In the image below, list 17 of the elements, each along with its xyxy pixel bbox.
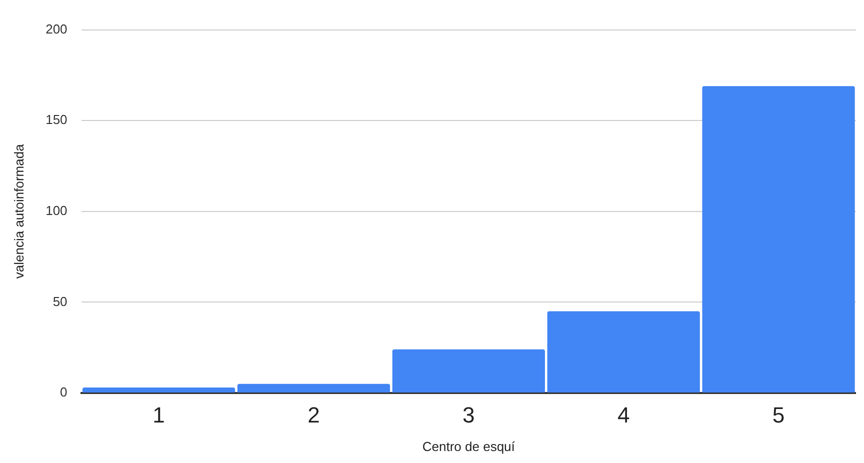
bar [82, 388, 236, 392]
y-tick-label: 100 [46, 202, 68, 218]
bar [547, 311, 700, 392]
x-tick-label: 2 [308, 402, 320, 428]
y-tick-label: 200 [46, 21, 68, 36]
y-tick-label: 50 [52, 294, 68, 309]
x-tick-label: 3 [462, 402, 475, 428]
x-axis-title: Centro de esquí [422, 438, 516, 454]
x-tick-label: 5 [772, 402, 785, 428]
bar [392, 349, 545, 392]
x-tick-label: 1 [152, 402, 165, 428]
y-tick-label: 150 [46, 112, 68, 128]
bar [237, 384, 390, 392]
y-tick-label: 0 [60, 384, 68, 400]
x-tick-label: 4 [617, 402, 630, 428]
y-axis-title: valencia autoinformada [11, 143, 26, 279]
bar [702, 86, 855, 392]
